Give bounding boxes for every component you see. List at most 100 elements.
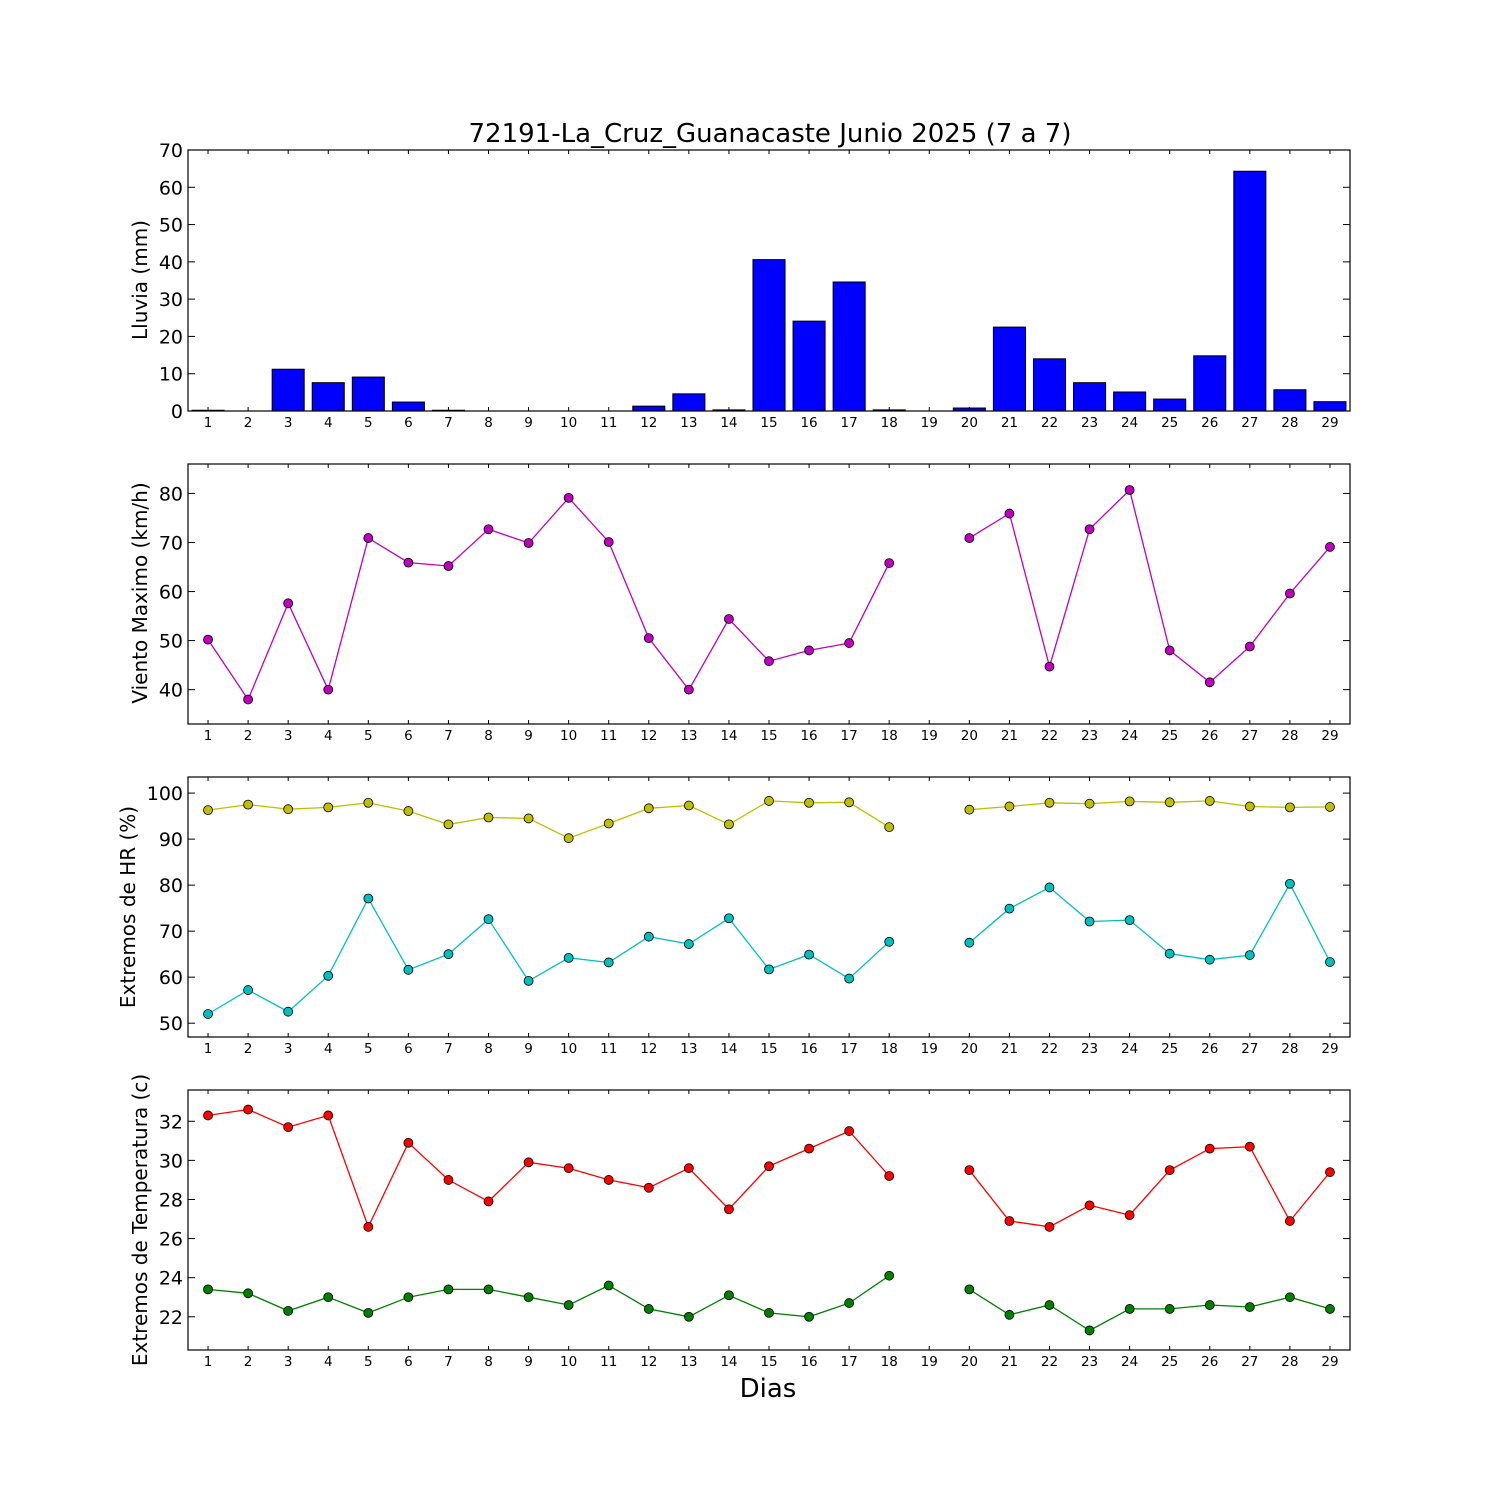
humidity-series-2-point <box>1164 948 1175 959</box>
wind-x-tick-label: 26 <box>1201 728 1218 744</box>
rain-x-tick-label: 7 <box>444 415 453 431</box>
humidity-series-2-point <box>884 936 895 947</box>
rain-bar <box>832 281 866 412</box>
temperature-series-1-point <box>964 1165 975 1176</box>
temperature-series-1-point <box>243 1104 254 1115</box>
wind-x-tick-label: 11 <box>600 728 617 744</box>
temperature-series-1-point <box>563 1163 574 1174</box>
humidity-series-2-point <box>523 975 534 986</box>
temperature-series-1-point <box>1244 1141 1255 1152</box>
rain-x-tick-label: 4 <box>324 415 333 431</box>
humidity-series-1-point <box>844 797 855 808</box>
wind-x-tick-label: 23 <box>1081 728 1098 744</box>
humidity-series-1-point <box>1325 802 1335 812</box>
temperature-series-2-point <box>884 1270 895 1281</box>
humidity-x-tick-label: 19 <box>921 1041 938 1057</box>
rain-bar <box>792 320 826 412</box>
rain-bar <box>1273 389 1307 412</box>
humidity-x-tick-label: 4 <box>324 1041 333 1057</box>
temperature-series-1-point <box>1204 1143 1215 1154</box>
temperature-y-tick-label: 24 <box>159 1268 183 1290</box>
temperature-series-1-point <box>1044 1221 1055 1232</box>
wind-x-tick-label: 28 <box>1281 728 1298 744</box>
humidity-x-tick-label: 24 <box>1121 1041 1138 1057</box>
temperature-series-2-point <box>1284 1292 1295 1303</box>
temperature-x-tick-label: 8 <box>484 1354 493 1370</box>
humidity-series-1-point <box>443 819 454 830</box>
temperature-series-2-point <box>563 1300 574 1310</box>
wind-x-tick-label: 5 <box>364 728 373 744</box>
wind-x-tick-label: 18 <box>881 728 898 744</box>
temperature-x-tick-label: 19 <box>921 1354 938 1370</box>
wind-series-1-point <box>1325 542 1335 552</box>
rain-x-tick-label: 26 <box>1201 415 1218 431</box>
humidity-y-tick-label: 90 <box>159 829 183 851</box>
temperature-x-tick-label: 11 <box>600 1354 617 1370</box>
wind-series-1-point <box>483 524 494 535</box>
rain-bar <box>1073 382 1107 412</box>
temperature-series-2-point <box>804 1311 814 1322</box>
temperature-y-tick-label: 28 <box>159 1189 183 1211</box>
humidity-x-tick-label: 6 <box>404 1041 413 1057</box>
humidity-series-1-point <box>1004 801 1015 812</box>
rain-x-tick-label: 8 <box>484 415 493 431</box>
wind-axes-frame <box>187 463 1351 725</box>
wind-y-tick-label: 80 <box>159 483 183 505</box>
humidity-series-1-point <box>764 796 774 806</box>
rain-y-tick-label: 40 <box>159 252 183 274</box>
rain-bar <box>1233 170 1267 412</box>
temperature-x-tick-label: 12 <box>640 1354 657 1370</box>
wind-x-tick-label: 14 <box>720 728 737 744</box>
rain-x-tick-label: 5 <box>364 415 373 431</box>
temperature-x-tick-label: 17 <box>841 1354 858 1370</box>
rain-bar <box>752 259 786 412</box>
humidity-x-tick-label: 16 <box>800 1041 817 1057</box>
temperature-series-2-point <box>283 1306 294 1316</box>
humidity-series-2-point <box>964 937 975 948</box>
humidity-series-1-point <box>563 833 574 844</box>
rain-bar <box>1193 355 1227 412</box>
temperature-x-tick-label: 4 <box>324 1354 333 1370</box>
wind-y-tick-label: 60 <box>159 582 183 604</box>
humidity-y-tick-label: 80 <box>159 875 183 897</box>
humidity-series-2-point <box>643 931 654 942</box>
rain-axes-frame <box>187 149 1351 412</box>
temperature-series-1-point <box>844 1126 855 1136</box>
temperature-series-2-point <box>764 1307 774 1318</box>
temperature-series-2-point <box>243 1288 254 1299</box>
wind-x-tick-label: 25 <box>1161 728 1178 744</box>
wind-x-tick-label: 10 <box>560 728 577 744</box>
temperature-series-1-point <box>603 1175 614 1185</box>
y-label-wind: Viento Maximo (km/h) <box>128 482 152 703</box>
temperature-x-tick-label: 2 <box>244 1354 253 1370</box>
rain-y-tick-label: 60 <box>159 177 183 199</box>
wind-series-1-point <box>243 694 254 705</box>
humidity-x-tick-label: 1 <box>204 1041 213 1057</box>
humidity-x-tick-label: 8 <box>484 1041 493 1057</box>
temperature-x-tick-label: 23 <box>1081 1354 1098 1370</box>
rain-x-tick-label: 10 <box>560 415 577 431</box>
wind-x-tick-label: 21 <box>1001 728 1018 744</box>
wind-series-1-point <box>683 684 694 695</box>
rain-x-tick-label: 29 <box>1321 415 1338 431</box>
temperature-series-1-point <box>804 1143 814 1154</box>
wind-series-1-point <box>1084 524 1095 535</box>
wind-series-1-point <box>283 598 294 609</box>
humidity-series-2-point <box>683 939 694 949</box>
rain-bar <box>1032 358 1067 412</box>
temperature-x-tick-label: 14 <box>720 1354 737 1370</box>
wind-series-1-point <box>563 492 574 503</box>
humidity-series-2-point <box>563 952 574 963</box>
wind-x-tick-label: 20 <box>961 728 978 744</box>
temperature-y-tick-label: 32 <box>159 1111 183 1133</box>
rain-x-tick-label: 23 <box>1081 415 1098 431</box>
temperature-x-tick-label: 26 <box>1201 1354 1218 1370</box>
rain-x-tick-label: 28 <box>1281 415 1298 431</box>
temperature-series-2-point <box>323 1292 334 1303</box>
humidity-series-2-point <box>804 949 814 960</box>
temperature-series-2-point <box>363 1307 374 1318</box>
humidity-x-tick-label: 17 <box>841 1041 858 1057</box>
rain-x-tick-label: 19 <box>921 415 938 431</box>
